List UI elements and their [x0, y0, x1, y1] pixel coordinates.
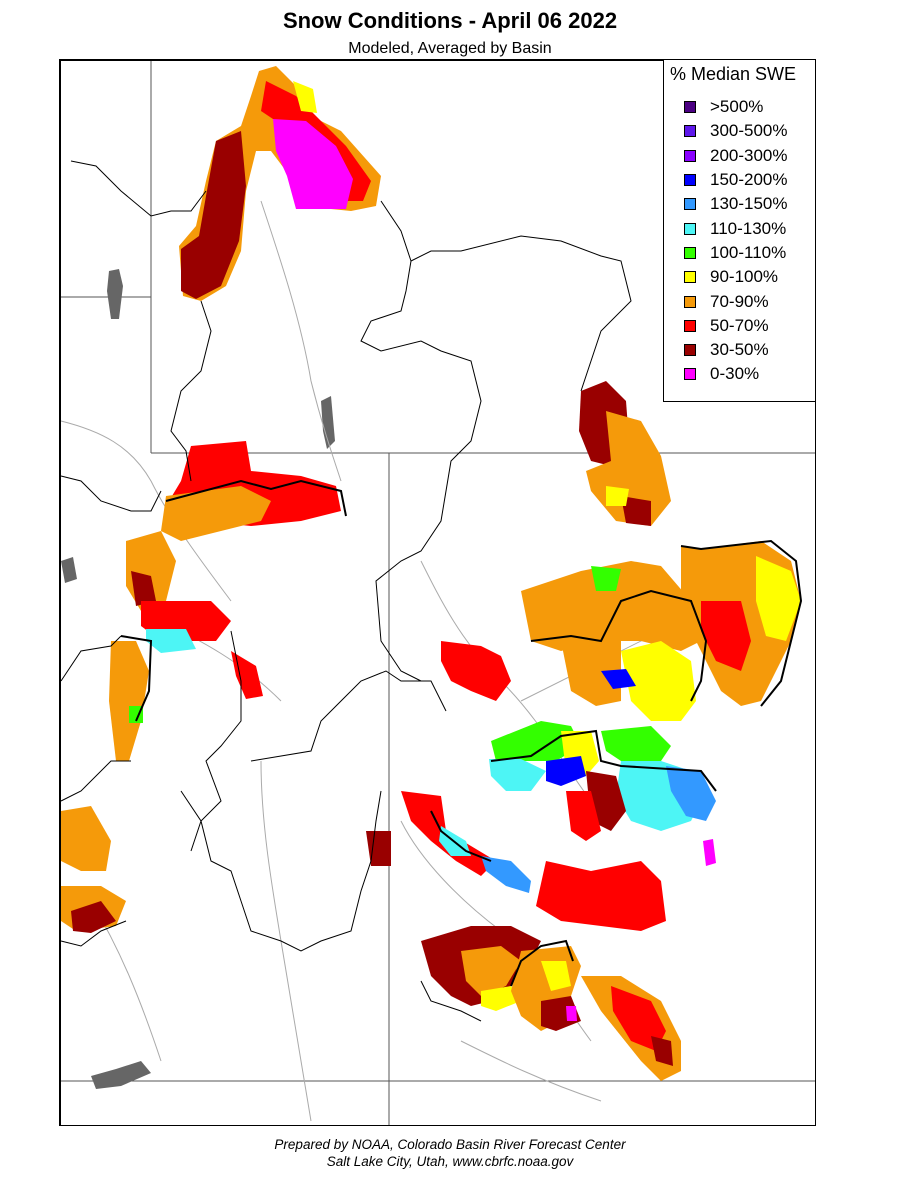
legend-item: 130-150%: [684, 192, 815, 216]
legend-label: 150-200%: [710, 170, 788, 190]
legend-label: 200-300%: [710, 145, 788, 165]
legend-item: 300-500%: [684, 119, 815, 143]
legend-item: 90-100%: [684, 265, 815, 289]
snow-condition-fills: [61, 66, 801, 1081]
lakes: [61, 269, 335, 1089]
legend-item: 110-130%: [684, 216, 815, 240]
legend-swatch: [684, 344, 696, 357]
map-frame[interactable]: % Median SWE >500% 300-500% 200-300% 150-20…: [59, 59, 816, 1126]
map-border: [60, 60, 815, 1125]
sub-basin-boundaries: [60, 160, 632, 1022]
legend-swatch: [684, 198, 696, 211]
legend-item: 70-90%: [684, 289, 815, 313]
legend-item: 200-300%: [684, 144, 815, 168]
legend-item: >500%: [684, 95, 815, 119]
legend-label: 50-70%: [710, 315, 769, 335]
legend-label: 70-90%: [710, 291, 769, 311]
legend-items: >500% 300-500% 200-300% 150-200% 130-150% 110…: [670, 95, 815, 387]
legend-label: 130-150%: [710, 194, 788, 214]
legend-swatch: [684, 368, 696, 381]
legend-label: 0-30%: [710, 364, 760, 384]
legend-swatch: [684, 125, 696, 138]
credit-line-2: Salt Lake City, Utah, www.cbrfc.noaa.gov: [326, 1154, 574, 1169]
legend-item: 0-30%: [684, 362, 815, 386]
legend-label: 30-50%: [710, 340, 769, 360]
map-title: Snow Conditions - April 06 2022: [282, 8, 618, 33]
state-boundaries: [60, 60, 815, 1125]
legend-swatch: [684, 101, 696, 114]
basin-boundaries: [120, 479, 803, 987]
legend-swatch: [684, 271, 696, 284]
legend-swatch: [684, 319, 696, 332]
legend-swatch: [684, 149, 696, 162]
legend-item: 150-200%: [684, 168, 815, 192]
legend-item: 50-70%: [684, 314, 815, 338]
legend-swatch: [684, 222, 696, 235]
legend-title: % Median SWE: [670, 64, 797, 84]
legend: % Median SWE >500% 300-500% 200-300% 150-20…: [663, 60, 815, 402]
legend-label: 100-110%: [710, 242, 787, 262]
legend-swatch: [684, 246, 696, 259]
credit-line-1: Prepared by NOAA, Colorado Basin River F…: [274, 1137, 626, 1152]
map-subtitle: Modeled, Averaged by Basin: [348, 40, 552, 57]
legend-label: 300-500%: [710, 121, 788, 141]
legend-swatch: [684, 295, 696, 308]
legend-swatch: [684, 174, 696, 187]
legend-label: 90-100%: [710, 267, 779, 287]
basin-map[interactable]: [60, 60, 816, 1126]
legend-item: 100-110%: [684, 241, 815, 265]
legend-label: 110-130%: [710, 218, 787, 238]
legend-label: >500%: [710, 97, 764, 117]
legend-item: 30-50%: [684, 338, 815, 362]
